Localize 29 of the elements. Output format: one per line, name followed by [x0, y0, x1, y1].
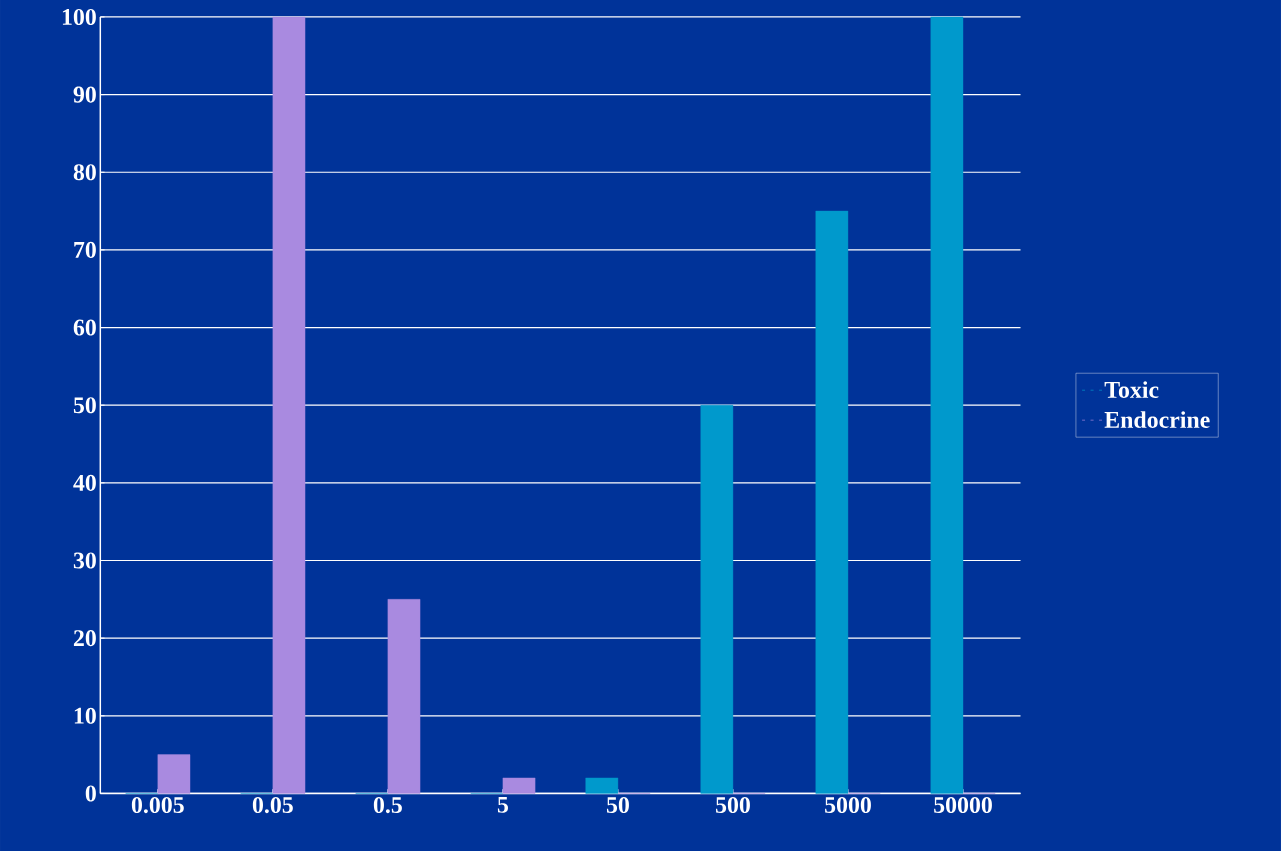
y-tick-label: 40 — [73, 474, 96, 491]
bar — [157, 754, 191, 794]
bar — [930, 16, 964, 794]
x-tick-label: 50000 — [934, 796, 992, 813]
y-tick-label: 80 — [73, 164, 96, 181]
y-tick-label: 60 — [73, 319, 96, 336]
bar — [815, 210, 849, 794]
x-tick-label: 0.05 — [252, 796, 293, 814]
y-tick-label: 50 — [73, 396, 96, 414]
x-tick-label: 0.5 — [373, 796, 402, 814]
x-tick-label: 5 — [497, 796, 508, 813]
bar — [272, 16, 306, 794]
y-tick-label: 90 — [73, 86, 96, 103]
bar — [387, 598, 421, 794]
x-tick-label: 500 — [716, 796, 750, 813]
y-tick-label: 30 — [73, 552, 96, 569]
legend-label: Toxic — [1104, 381, 1159, 398]
bar — [700, 404, 734, 794]
x-tick-label: 0.005 — [131, 796, 184, 814]
x-tick-label: 5000 — [825, 796, 871, 813]
bar — [585, 777, 619, 794]
y-tick-label: 70 — [74, 241, 96, 258]
bar — [502, 777, 536, 794]
y-tick-label: 20 — [73, 629, 96, 647]
y-tick-label: 0 — [85, 785, 96, 802]
y-tick-label: 100 — [62, 8, 96, 25]
y-tick-label: 10 — [74, 707, 96, 724]
legend-label: Endocrine — [1104, 411, 1210, 428]
x-tick-label: 50 — [606, 796, 629, 813]
